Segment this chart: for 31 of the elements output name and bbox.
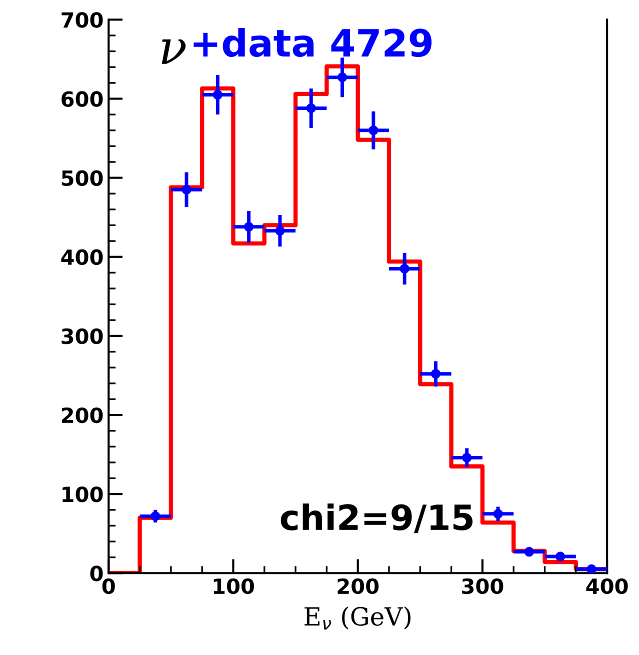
y-tick-label: 100 <box>62 486 103 502</box>
point <box>586 564 596 574</box>
x-tick-label: 0 <box>102 578 115 594</box>
x-tick-label: 400 <box>586 578 628 594</box>
y-tick-label: 200 <box>62 407 103 424</box>
x-tick-label: 100 <box>214 578 254 594</box>
y-tick-label: 500 <box>62 170 103 186</box>
x-tick-label: 300 <box>462 578 504 594</box>
point <box>493 508 503 519</box>
point <box>212 90 223 100</box>
y-tick-label: 0 <box>90 566 103 582</box>
point <box>150 511 160 522</box>
point <box>555 552 566 562</box>
point <box>368 125 378 136</box>
point <box>462 452 472 463</box>
point <box>430 369 441 379</box>
y-tick-label: 600 <box>62 91 103 107</box>
x-tick-label: 200 <box>338 578 379 594</box>
annotation: chi2=9/15 <box>280 504 473 534</box>
point <box>244 222 254 232</box>
point <box>275 226 285 236</box>
point <box>337 72 348 82</box>
point <box>306 103 316 114</box>
y-tick-label: 300 <box>62 328 103 344</box>
point <box>524 546 534 557</box>
point <box>182 184 192 195</box>
y-tick-label: 400 <box>61 249 103 266</box>
point <box>400 264 410 274</box>
x-axis-title: E$_{ν}$ (GeV) <box>304 606 410 630</box>
y-tick-label: 700 <box>62 12 103 28</box>
chart-title: ν+data 4729 <box>162 28 432 64</box>
